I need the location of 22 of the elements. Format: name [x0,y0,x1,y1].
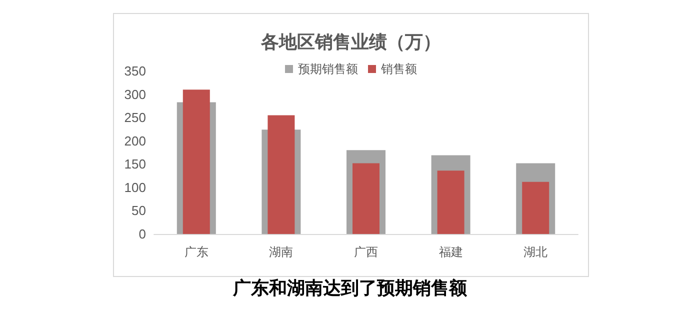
x-tick-label: 广东 [184,245,208,259]
text: 广东和湖南达到了预期销售额 [232,277,468,300]
x-tick-label: 福建 [438,245,463,259]
x-tick-label: 广西 [354,245,378,259]
bar [437,170,464,234]
y-tick-label: 0 [138,226,146,242]
y-tick-label: 200 [124,133,146,148]
legend-label: 预期销售额 [298,62,358,76]
x-tick-label: 湖北 [524,245,548,259]
y-tick-label: 250 [124,110,146,126]
x-tick-label: 湖南 [269,245,294,259]
y-tick-label: 100 [124,180,146,195]
legend-label: 销售额 [380,62,417,76]
y-tick-label: 50 [132,203,146,218]
bar [522,182,550,234]
y-tick-label: 300 [124,86,146,102]
y-tick-label: 350 [124,64,146,78]
bar [268,115,295,234]
chart-title: 各地区销售业绩（万） [260,32,441,52]
y-tick-label: 150 [124,156,146,172]
bar [352,163,380,234]
bar [182,90,210,234]
